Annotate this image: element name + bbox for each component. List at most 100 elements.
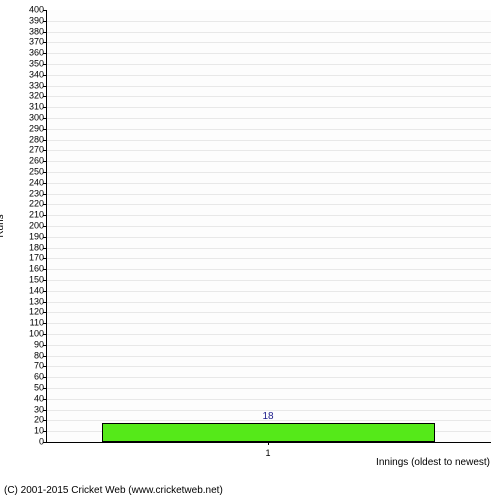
ytick-label: 310	[4, 103, 44, 112]
ytick-mark	[43, 194, 46, 195]
gridline	[47, 215, 491, 216]
gridline	[47, 32, 491, 33]
ytick-label: 120	[4, 308, 44, 317]
gridline	[47, 53, 491, 54]
ytick-mark	[43, 226, 46, 227]
ytick-label: 220	[4, 200, 44, 209]
gridline	[47, 118, 491, 119]
ytick-label: 230	[4, 189, 44, 198]
ytick-label: 390	[4, 16, 44, 25]
ytick-label: 60	[4, 373, 44, 382]
gridline	[47, 334, 491, 335]
ytick-label: 0	[4, 438, 44, 447]
bar-value-label: 18	[262, 411, 273, 422]
ytick-label: 50	[4, 384, 44, 393]
ytick-mark	[43, 96, 46, 97]
ytick-mark	[43, 42, 46, 43]
gridline	[47, 345, 491, 346]
copyright-text: (C) 2001-2015 Cricket Web (www.cricketwe…	[4, 485, 223, 496]
ytick-mark	[43, 399, 46, 400]
ytick-label: 400	[4, 6, 44, 15]
gridline	[47, 312, 491, 313]
ytick-mark	[43, 356, 46, 357]
ytick-mark	[43, 442, 46, 443]
ytick-mark	[43, 302, 46, 303]
ytick-mark	[43, 204, 46, 205]
bar	[102, 423, 435, 442]
gridline	[47, 280, 491, 281]
ytick-mark	[43, 161, 46, 162]
ytick-label: 90	[4, 340, 44, 349]
ytick-label: 320	[4, 92, 44, 101]
ytick-mark	[43, 86, 46, 87]
ytick-label: 100	[4, 330, 44, 339]
ytick-mark	[43, 129, 46, 130]
gridline	[47, 107, 491, 108]
ytick-mark	[43, 118, 46, 119]
ytick-mark	[43, 107, 46, 108]
ytick-mark	[43, 312, 46, 313]
chart-container: Runs Innings (oldest to newest) 01020304…	[0, 10, 500, 470]
gridline	[47, 366, 491, 367]
ytick-label: 10	[4, 427, 44, 436]
ytick-label: 80	[4, 351, 44, 360]
ytick-label: 70	[4, 362, 44, 371]
ytick-mark	[43, 215, 46, 216]
ytick-mark	[43, 269, 46, 270]
xtick-mark	[268, 442, 269, 445]
gridline	[47, 172, 491, 173]
ytick-mark	[43, 237, 46, 238]
ytick-label: 380	[4, 27, 44, 36]
gridline	[47, 323, 491, 324]
xtick-label: 1	[265, 448, 270, 458]
ytick-mark	[43, 75, 46, 76]
gridline	[47, 237, 491, 238]
gridline	[47, 64, 491, 65]
gridline	[47, 399, 491, 400]
gridline	[47, 226, 491, 227]
gridline	[47, 183, 491, 184]
ytick-mark	[43, 291, 46, 292]
ytick-label: 360	[4, 49, 44, 58]
ytick-mark	[43, 172, 46, 173]
gridline	[47, 21, 491, 22]
ytick-mark	[43, 150, 46, 151]
gridline	[47, 140, 491, 141]
ytick-mark	[43, 345, 46, 346]
ytick-mark	[43, 366, 46, 367]
gridline	[47, 129, 491, 130]
ytick-label: 130	[4, 297, 44, 306]
ytick-mark	[43, 334, 46, 335]
gridline	[47, 42, 491, 43]
ytick-label: 150	[4, 276, 44, 285]
gridline	[47, 248, 491, 249]
ytick-label: 160	[4, 265, 44, 274]
ytick-label: 200	[4, 222, 44, 231]
gridline	[47, 75, 491, 76]
ytick-label: 180	[4, 243, 44, 252]
gridline	[47, 204, 491, 205]
plot-area	[46, 10, 491, 443]
gridline	[47, 291, 491, 292]
ytick-mark	[43, 280, 46, 281]
ytick-label: 30	[4, 405, 44, 414]
ytick-mark	[43, 410, 46, 411]
gridline	[47, 269, 491, 270]
ytick-label: 140	[4, 286, 44, 295]
gridline	[47, 302, 491, 303]
ytick-label: 240	[4, 178, 44, 187]
ytick-mark	[43, 431, 46, 432]
ytick-mark	[43, 258, 46, 259]
ytick-mark	[43, 64, 46, 65]
ytick-mark	[43, 53, 46, 54]
ytick-label: 350	[4, 60, 44, 69]
ytick-mark	[43, 388, 46, 389]
ytick-mark	[43, 140, 46, 141]
ytick-label: 370	[4, 38, 44, 47]
ytick-label: 170	[4, 254, 44, 263]
gridline	[47, 161, 491, 162]
gridline	[47, 356, 491, 357]
ytick-label: 110	[4, 319, 44, 328]
ytick-mark	[43, 323, 46, 324]
ytick-label: 340	[4, 70, 44, 79]
